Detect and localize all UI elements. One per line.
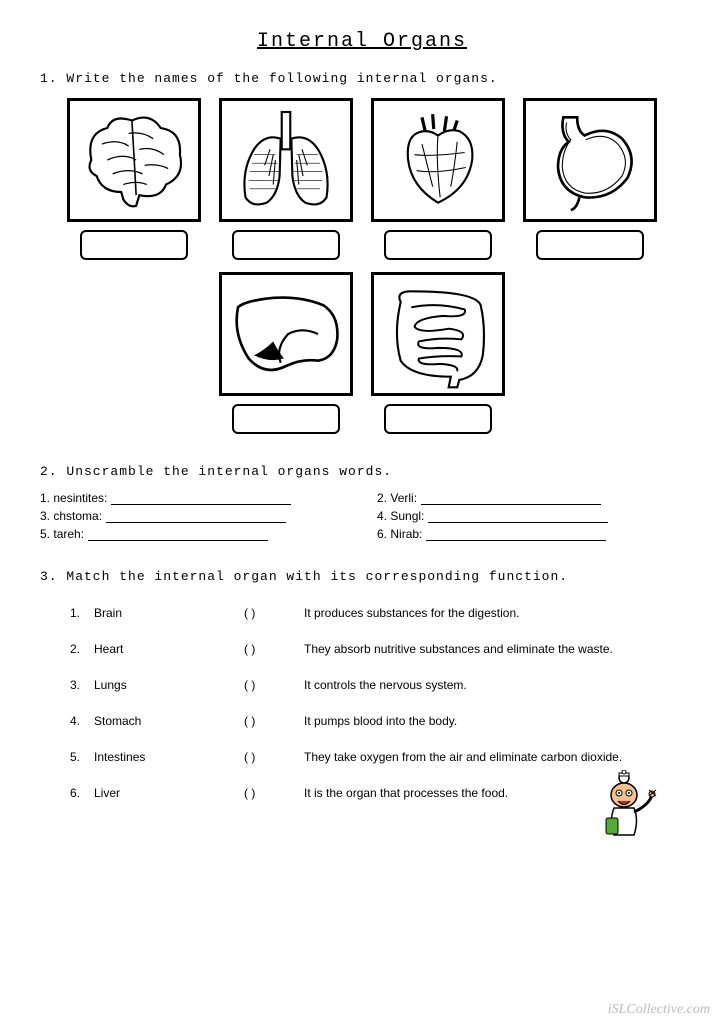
match-row-3: 3. Lungs ( ) It controls the nervous sys… [40,678,684,692]
match-paren-6[interactable]: ( ) [244,786,304,800]
match-row-1: 1. Brain ( ) It produces substances for … [40,606,684,620]
match-row-5: 5. Intestines ( ) They take oxygen from … [40,750,684,764]
uns-line-5[interactable] [88,540,268,541]
match-organ-6: Liver [94,786,244,800]
q3-instruction: 3. Match the internal organ with its cor… [40,569,684,584]
match-row-6: 6. Liver ( ) It is the organ that proces… [40,786,684,800]
match-organ-4: Stomach [94,714,244,728]
answer-input-stomach[interactable] [536,230,644,260]
match-organ-2: Heart [94,642,244,656]
uns-num-2: 2. [377,491,387,505]
uns-word-3: chstoma: [53,509,102,523]
match-num-2: 2. [40,642,94,656]
organ-item-liver [219,272,353,434]
brain-image [67,98,201,222]
answer-input-intestines[interactable] [384,404,492,434]
unscramble-section: 1. nesintites: 2. Verli: 3. chstoma: 4. … [40,491,684,541]
match-func-5: They take oxygen from the air and elimin… [304,750,684,764]
uns-num-3: 3. [40,509,50,523]
intestines-icon [374,275,502,393]
page-title: Internal Organs [40,30,684,53]
liver-image [219,272,353,396]
organ-item-stomach [523,98,657,260]
brain-icon [70,101,198,219]
match-func-3: It controls the nervous system. [304,678,684,692]
match-func-2: They absorb nutritive substances and eli… [304,642,684,656]
match-paren-5[interactable]: ( ) [244,750,304,764]
organ-item-intestines [371,272,505,434]
uns-line-6[interactable] [426,540,606,541]
organ-row-2 [40,272,684,434]
match-func-1: It produces substances for the digestion… [304,606,684,620]
answer-input-brain[interactable] [80,230,188,260]
uns-word-4: Sungl: [390,509,424,523]
match-paren-4[interactable]: ( ) [244,714,304,728]
organ-item-heart [371,98,505,260]
stomach-image [523,98,657,222]
heart-image [371,98,505,222]
uns-line-1[interactable] [111,504,291,505]
match-row-2: 2. Heart ( ) They absorb nutritive subst… [40,642,684,656]
match-paren-1[interactable]: ( ) [244,606,304,620]
match-organ-1: Brain [94,606,244,620]
unscramble-item-1: 1. nesintites: [40,491,347,505]
uns-word-5: tareh: [53,527,84,541]
match-func-4: It pumps blood into the body. [304,714,684,728]
uns-line-4[interactable] [428,522,608,523]
lungs-icon [222,101,350,219]
answer-input-heart[interactable] [384,230,492,260]
intestines-image [371,272,505,396]
answer-input-lungs[interactable] [232,230,340,260]
lungs-image [219,98,353,222]
uns-num-6: 6. [377,527,387,541]
uns-num-5: 5. [40,527,50,541]
organ-row-1 [40,98,684,260]
uns-num-1: 1. [40,491,50,505]
match-organ-3: Lungs [94,678,244,692]
uns-num-4: 4. [377,509,387,523]
match-num-4: 4. [40,714,94,728]
unscramble-item-2: 2. Verli: [377,491,684,505]
uns-line-2[interactable] [421,504,601,505]
liver-icon [222,275,350,393]
organ-item-lungs [219,98,353,260]
unscramble-item-5: 5. tareh: [40,527,347,541]
match-section: 1. Brain ( ) It produces substances for … [40,606,684,800]
stomach-icon [526,101,654,219]
q1-instruction: 1. Write the names of the following inte… [40,71,684,86]
match-organ-5: Intestines [94,750,244,764]
heart-icon [374,101,502,219]
uns-word-1: nesintites: [53,491,107,505]
unscramble-item-6: 6. Nirab: [377,527,684,541]
match-num-6: 6. [40,786,94,800]
match-num-1: 1. [40,606,94,620]
uns-line-3[interactable] [106,522,286,523]
match-num-3: 3. [40,678,94,692]
answer-input-liver[interactable] [232,404,340,434]
match-paren-3[interactable]: ( ) [244,678,304,692]
doctor-cartoon [594,770,664,855]
uns-word-6: Nirab: [390,527,422,541]
q2-instruction: 2. Unscramble the internal organs words. [40,464,684,479]
match-paren-2[interactable]: ( ) [244,642,304,656]
match-num-5: 5. [40,750,94,764]
uns-word-2: Verli: [390,491,417,505]
organ-item-brain [67,98,201,260]
unscramble-item-3: 3. chstoma: [40,509,347,523]
unscramble-item-4: 4. Sungl: [377,509,684,523]
match-row-4: 4. Stomach ( ) It pumps blood into the b… [40,714,684,728]
watermark: iSLCollective.com [608,1002,710,1018]
